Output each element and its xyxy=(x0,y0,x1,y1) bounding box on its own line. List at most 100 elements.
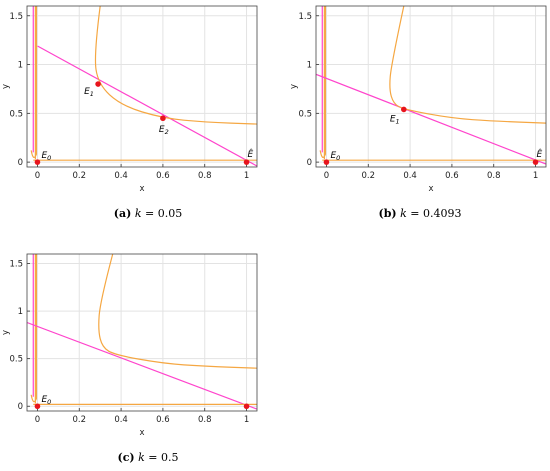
grid xyxy=(27,254,257,411)
x-tick-label: 0.4 xyxy=(403,171,417,181)
x-tick-label: 1 xyxy=(244,171,249,181)
equilibrium-point xyxy=(34,403,41,410)
series-line-vertical xyxy=(319,6,327,159)
x-tick-label: 0.8 xyxy=(487,171,501,181)
series-group xyxy=(30,6,257,167)
series-group xyxy=(316,6,546,165)
caption-tag: (c) xyxy=(117,451,135,464)
series-group xyxy=(27,254,257,410)
series-line xyxy=(27,321,257,410)
x-tick-label: 0.8 xyxy=(198,171,212,181)
x-tick-label: 0 xyxy=(35,415,40,425)
series-line xyxy=(94,6,257,125)
x-axis-label: x xyxy=(139,428,144,438)
equilibrium-point xyxy=(243,403,250,410)
x-tick-label: 0 xyxy=(324,171,329,181)
x-tick-label: 1 xyxy=(533,171,538,181)
caption-tag: (a) xyxy=(113,207,132,220)
grid xyxy=(316,6,546,167)
point-label-base: Ê xyxy=(248,148,254,160)
x-tick-label: 0.6 xyxy=(156,171,170,181)
caption-value: = 0.05 xyxy=(141,207,183,220)
x-tick-label: 0.4 xyxy=(114,415,128,425)
y-axis-label: y xyxy=(289,84,299,89)
point-label-base: E xyxy=(41,395,47,405)
caption-value: = 0.5 xyxy=(144,451,179,464)
y-tick-label: 0 xyxy=(18,158,23,168)
point-label-base: E xyxy=(330,151,336,161)
axes-frame xyxy=(315,5,547,168)
plot-area xyxy=(27,6,257,167)
series-line xyxy=(389,6,546,124)
point-label-sub: 2 xyxy=(165,128,169,136)
x-tick-label: 0.6 xyxy=(445,171,459,181)
y-tick-label: 0.5 xyxy=(9,355,23,365)
x-tick-label: 0.2 xyxy=(73,415,87,425)
point-label: E1 xyxy=(390,114,400,125)
grid xyxy=(27,6,257,167)
x-axis-label: x xyxy=(428,184,433,194)
x-tick-label: 0 xyxy=(35,171,40,181)
caption-tag: (b) xyxy=(378,207,397,220)
series-line xyxy=(37,45,257,167)
point-label-base: E xyxy=(159,125,165,135)
caption-a: (a) k = 0.05 xyxy=(18,207,278,220)
point-label-sub: 1 xyxy=(90,90,94,98)
point-label: Ê xyxy=(537,148,543,160)
point-label-base: Ê xyxy=(537,148,543,160)
point-label-sub: 1 xyxy=(396,117,400,125)
y-tick-label: 1 xyxy=(18,61,23,71)
point-label-base: E xyxy=(84,87,90,97)
x-tick-label: 0.4 xyxy=(114,171,128,181)
point-label-sub: 0 xyxy=(336,154,340,162)
caption-value: = 0.4093 xyxy=(406,207,462,220)
x-tick-label: 1 xyxy=(244,415,249,425)
equilibrium-point xyxy=(323,159,330,165)
caption-variable: k xyxy=(134,207,142,220)
point-label: E0 xyxy=(41,395,51,406)
caption-variable: k xyxy=(400,207,407,220)
y-axis-label: y xyxy=(1,330,11,335)
series-line xyxy=(316,73,546,165)
caption-c: (c) k = 0.5 xyxy=(18,451,278,464)
plot-area xyxy=(316,6,546,167)
point-label: Ê xyxy=(248,148,254,160)
y-tick-label: 1 xyxy=(307,61,312,71)
point-label: E0 xyxy=(330,151,340,162)
series-line-vertical xyxy=(30,6,38,159)
equilibrium-point xyxy=(34,159,41,165)
series-line xyxy=(98,254,257,369)
chart-panel-c: 0 0.2 0.4 0.6 0.8 1 0 0.5 1 1.5 E0 x y xyxy=(0,243,265,471)
point-label: E1 xyxy=(84,87,94,98)
equilibrium-point xyxy=(160,115,166,122)
point-label: E0 xyxy=(41,151,51,162)
y-tick-label: 0.5 xyxy=(298,109,312,119)
x-tick-label: 0.2 xyxy=(362,171,376,181)
series-line-vertical xyxy=(30,254,38,403)
equilibrium-point xyxy=(243,159,250,165)
equilibrium-point xyxy=(95,81,101,87)
equilibrium-point xyxy=(532,159,539,165)
plot-area xyxy=(27,254,257,411)
y-tick-label: 0 xyxy=(307,158,312,168)
x-tick-label: 0.8 xyxy=(198,415,212,425)
equilibrium-point xyxy=(401,106,407,113)
point-label-base: E xyxy=(41,151,47,161)
point-label: E2 xyxy=(159,125,169,136)
y-axis-label: y xyxy=(1,84,11,89)
y-tick-label: 1.5 xyxy=(9,260,23,270)
y-tick-label: 1.5 xyxy=(298,12,312,22)
y-tick-label: 0 xyxy=(18,402,23,412)
y-tick-label: 0.5 xyxy=(9,109,23,119)
axes-frame xyxy=(26,5,258,168)
point-label-base: E xyxy=(390,114,396,124)
x-tick-label: 0.2 xyxy=(73,171,87,181)
caption-variable: k xyxy=(138,451,145,464)
point-label-sub: 0 xyxy=(47,154,51,162)
x-axis-label: x xyxy=(139,184,144,194)
